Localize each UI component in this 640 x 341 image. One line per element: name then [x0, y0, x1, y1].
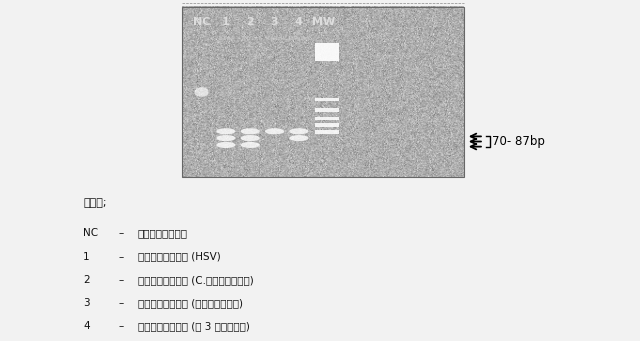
Text: 2: 2 [246, 17, 254, 27]
Text: 陽性コントロール (HSV): 陽性コントロール (HSV) [138, 252, 220, 262]
Ellipse shape [241, 128, 260, 134]
Text: 4: 4 [295, 17, 303, 27]
Text: NC: NC [193, 17, 211, 27]
Text: 100μl/ml: 100μl/ml [287, 36, 310, 41]
Text: 3: 3 [83, 298, 90, 308]
Text: –: – [118, 228, 124, 238]
Text: MW: MW [312, 17, 335, 27]
Text: 1μl/ml: 1μl/ml [218, 36, 234, 41]
Ellipse shape [216, 135, 236, 141]
Bar [315, 108, 339, 112]
Ellipse shape [195, 87, 209, 97]
Bar [315, 117, 339, 120]
Text: 1: 1 [222, 17, 230, 27]
Ellipse shape [289, 128, 308, 134]
Ellipse shape [216, 142, 236, 148]
Text: –: – [118, 252, 124, 262]
Text: 陰性コントロール: 陰性コントロール [138, 228, 188, 238]
Ellipse shape [289, 135, 308, 141]
Text: 3: 3 [271, 17, 278, 27]
Bar [315, 130, 339, 134]
Text: 2: 2 [83, 275, 90, 285]
Text: 1: 1 [83, 252, 90, 262]
Text: –: – [118, 275, 124, 285]
Bar [315, 123, 339, 127]
Text: レーン;: レーン; [83, 198, 107, 208]
Text: –: – [118, 321, 124, 331]
Ellipse shape [241, 135, 260, 141]
Text: 70- 87bp: 70- 87bp [492, 135, 545, 148]
Text: 陽性コントロール (アデノウイルス): 陽性コントロール (アデノウイルス) [138, 298, 243, 308]
Ellipse shape [216, 128, 236, 134]
Text: NC: NC [83, 228, 99, 238]
Text: 10μl/ml: 10μl/ml [240, 36, 260, 41]
Text: 50μl/ml: 50μl/ml [264, 36, 285, 41]
Text: –: – [118, 298, 124, 308]
Ellipse shape [265, 128, 284, 134]
Ellipse shape [241, 142, 260, 148]
Bar [315, 43, 339, 61]
Text: 陽性コントロール (C.トラコマディス): 陽性コントロール (C.トラコマディス) [138, 275, 253, 285]
Bar [315, 98, 339, 101]
Text: 陽性コントロール (全 3 つのゲノム): 陽性コントロール (全 3 つのゲノム) [138, 321, 250, 331]
Text: 4: 4 [83, 321, 90, 331]
